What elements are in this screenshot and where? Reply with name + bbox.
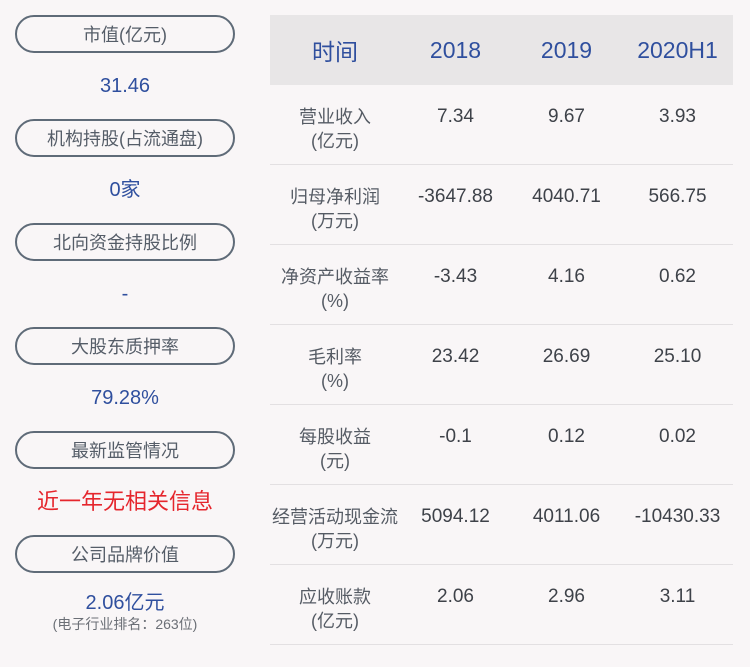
metric-value-market-cap: 31.46 bbox=[99, 75, 151, 97]
cell-value: 0.12 bbox=[548, 426, 585, 447]
cell-value: 3.93 bbox=[659, 106, 696, 127]
cell-value: 4011.06 bbox=[532, 506, 601, 527]
metric-label-market-cap: 市值(亿元) bbox=[15, 15, 235, 53]
metric-value-northbound-ratio: - bbox=[121, 283, 129, 305]
table-row: 净资产收益率 (%) -3.43 4.16 0.62 bbox=[270, 245, 733, 325]
cell-value: 566.75 bbox=[648, 186, 707, 207]
row-label: 每股收益 (元) bbox=[299, 427, 371, 471]
cell-value: 0.62 bbox=[659, 266, 696, 287]
cell-value: 26.69 bbox=[542, 346, 591, 367]
header-time: 时间 bbox=[312, 39, 358, 65]
row-label: 营业收入 (亿元) bbox=[299, 107, 371, 151]
row-label: 净资产收益率 (%) bbox=[281, 267, 389, 311]
metric-value-regulatory-status: 近一年无相关信息 bbox=[36, 489, 213, 514]
metric-label-institutional-holdings: 机构持股(占流通盘) bbox=[15, 119, 235, 157]
row-label: 毛利率 (%) bbox=[308, 347, 362, 391]
header-2020h1: 2020H1 bbox=[637, 36, 718, 63]
cell-value: 7.34 bbox=[437, 106, 474, 127]
cell-value: 9.67 bbox=[548, 106, 585, 127]
brand-rank-note: (电子行业排名：263位) bbox=[52, 616, 198, 632]
row-label: 归母净利润 (万元) bbox=[290, 187, 380, 231]
metric-value-brand-value: 2.06亿元 bbox=[85, 592, 165, 614]
metric-value-institutional-holdings: 0家 bbox=[109, 179, 141, 201]
metric-label-regulatory-status: 最新监管情况 bbox=[15, 431, 235, 469]
table-row: 每股收益 (元) -0.1 0.12 0.02 bbox=[270, 405, 733, 485]
cell-value: 2.96 bbox=[548, 586, 585, 607]
cell-value: 3.11 bbox=[659, 586, 696, 607]
table-row: 经营活动现金流 (万元) 5094.12 4011.06 -10430.33 bbox=[270, 485, 733, 565]
metric-label-brand-value: 公司品牌价值 bbox=[15, 535, 235, 573]
cell-value: -3.43 bbox=[433, 266, 478, 287]
metric-value-pledge-ratio: 79.28% bbox=[91, 387, 159, 409]
cell-value: 25.10 bbox=[653, 346, 702, 367]
cell-value: 23.42 bbox=[431, 346, 480, 367]
cell-value: -0.1 bbox=[439, 426, 472, 447]
financial-table: 时间 2018 2019 2020H1 营业收入 (亿元) 7.34 9.67 3… bbox=[270, 15, 733, 645]
table-row: 毛利率 (%) 23.42 26.69 25.10 bbox=[270, 325, 733, 405]
cell-value: 5094.12 bbox=[421, 506, 490, 527]
metrics-panel: 市值(亿元) 31.46 机构持股(占流通盘) 0家 北向资金持股比例 - 大股… bbox=[15, 15, 235, 633]
cell-value: -10430.33 bbox=[634, 506, 721, 527]
metric-label-northbound-ratio: 北向资金持股比例 bbox=[15, 223, 235, 261]
cell-value: 0.02 bbox=[659, 426, 696, 447]
metric-label-pledge-ratio: 大股东质押率 bbox=[15, 327, 235, 365]
cell-value: 2.06 bbox=[437, 586, 474, 607]
cell-value: 4.16 bbox=[548, 266, 585, 287]
cell-value: 4040.71 bbox=[532, 186, 601, 207]
header-2019: 2019 bbox=[540, 36, 593, 63]
table-row: 应收账款 (亿元) 2.06 2.96 3.11 bbox=[270, 565, 733, 645]
table-header: 时间 2018 2019 2020H1 bbox=[270, 15, 733, 85]
row-label: 经营活动现金流 (万元) bbox=[272, 507, 398, 551]
table-row: 营业收入 (亿元) 7.34 9.67 3.93 bbox=[270, 85, 733, 165]
row-label: 应收账款 (亿元) bbox=[299, 587, 371, 631]
cell-value: -3647.88 bbox=[417, 186, 493, 207]
table-row: 归母净利润 (万元) -3647.88 4040.71 566.75 bbox=[270, 165, 733, 245]
header-2018: 2018 bbox=[429, 36, 482, 63]
